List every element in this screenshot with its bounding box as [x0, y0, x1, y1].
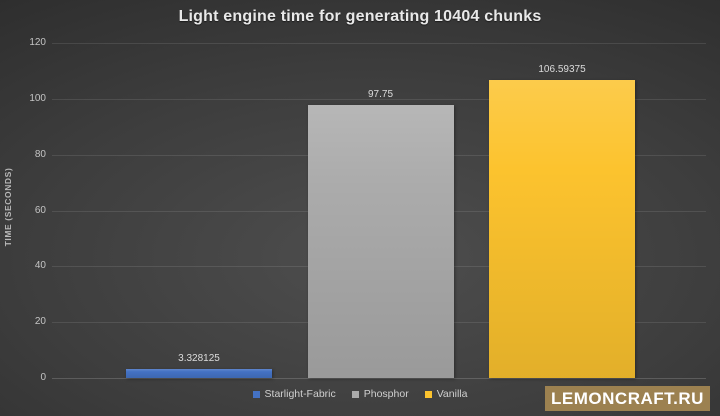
watermark-badge: LEMONCRAFT.RU — [545, 386, 710, 411]
bar-value-label-phosphor: 97.75 — [367, 89, 394, 101]
bar-phosphor — [307, 105, 454, 378]
chart-title: Light engine time for generating 10404 c… — [178, 8, 542, 25]
legend-label-vanilla: Vanilla — [436, 388, 468, 400]
legend-item-phosphor: Phosphor — [351, 388, 409, 400]
gridline-y-120 — [52, 43, 706, 44]
legend-label-phosphor: Phosphor — [363, 388, 409, 400]
y-tick-label-60: 60 — [34, 204, 46, 216]
y-tick-label-0: 0 — [40, 372, 46, 383]
legend-swatch-starlight-fabric — [252, 390, 260, 398]
chart-legend: Starlight-Fabric Phosphor Vanilla — [0, 388, 720, 400]
bar-starlight-fabric — [126, 368, 272, 378]
y-tick-label-20: 20 — [34, 316, 46, 328]
legend-label-starlight-fabric: Starlight-Fabric — [264, 388, 336, 400]
legend-swatch-phosphor — [351, 390, 359, 398]
y-tick-label-40: 40 — [34, 260, 46, 272]
bar-value-label-vanilla: 106.59375 — [538, 64, 586, 76]
y-tick-label-80: 80 — [34, 148, 46, 160]
legend-swatch-vanilla — [424, 390, 432, 398]
gridline-y-100 — [52, 98, 706, 100]
bar-value-label-starlight-fabric: 3.328125 — [178, 352, 220, 364]
gridline-y-0 — [52, 378, 706, 379]
legend-item-vanilla: Vanilla — [424, 388, 468, 400]
legend-item-starlight-fabric: Starlight-Fabric — [252, 388, 336, 400]
bar-vanilla — [489, 80, 635, 378]
watermark-text: LEMONCRAFT.RU — [551, 388, 704, 408]
y-tick-label-120: 120 — [29, 37, 46, 48]
y-tick-label-100: 100 — [29, 92, 46, 104]
